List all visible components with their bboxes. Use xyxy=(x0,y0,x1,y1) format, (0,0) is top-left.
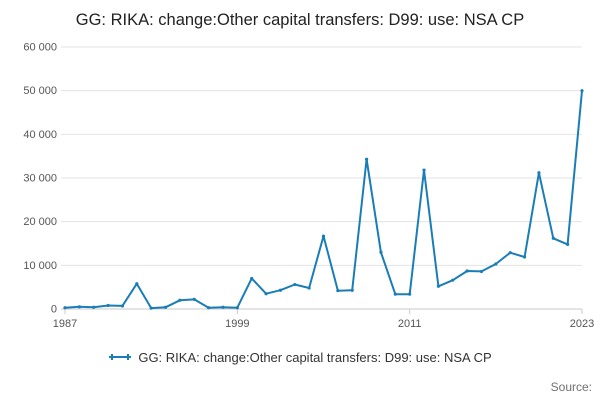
data-point xyxy=(364,157,369,161)
x-tick-label: 1999 xyxy=(225,318,249,330)
data-point xyxy=(379,250,383,254)
data-point xyxy=(522,255,527,259)
data-point xyxy=(408,292,412,296)
data-point xyxy=(221,305,225,309)
data-point xyxy=(250,276,254,280)
data-point xyxy=(92,305,96,309)
data-point xyxy=(479,269,484,273)
y-tick-label: 0 xyxy=(51,303,57,315)
data-point xyxy=(566,242,570,246)
data-point xyxy=(278,288,283,292)
x-tick-label: 2023 xyxy=(570,318,594,330)
plot-area: 0 10 000 20 000 30 000 40 000 50 000 60 000 198… xyxy=(0,33,600,348)
data-point xyxy=(264,291,268,295)
data-point xyxy=(350,288,354,292)
data-point xyxy=(207,305,211,309)
chart-title: GG: RIKA: change:Other capital transfers… xyxy=(75,11,525,29)
x-tick-label: 2011 xyxy=(398,318,422,330)
line-chart: 0 10 000 20 000 30 000 40 000 50 000 60 000 198… xyxy=(23,41,594,330)
data-point xyxy=(551,236,555,240)
x-tick-label: 1987 xyxy=(53,318,77,330)
data-point xyxy=(336,288,340,292)
y-tick-label: 30 000 xyxy=(23,172,57,184)
data-point xyxy=(163,305,168,309)
data-point xyxy=(149,306,153,310)
data-point xyxy=(178,298,182,302)
source-label: Source: xyxy=(550,380,592,394)
y-tick-label: 50 000 xyxy=(23,85,57,97)
data-point xyxy=(77,304,81,309)
data-point xyxy=(580,88,584,92)
data-point xyxy=(436,284,440,288)
y-tick-label: 10 000 xyxy=(23,259,57,271)
data-point xyxy=(192,297,196,301)
y-tick-label: 40 000 xyxy=(23,128,57,140)
legend-item[interactable]: GG: RIKA: change:Other capital transfers… xyxy=(0,350,600,365)
data-point xyxy=(537,170,541,174)
data-point xyxy=(494,262,498,266)
data-point xyxy=(393,292,397,296)
legend-line-icon xyxy=(108,352,132,362)
data-series-line xyxy=(64,89,583,309)
data-point xyxy=(63,305,67,309)
data-point xyxy=(422,168,426,172)
y-tick-label: 60 000 xyxy=(23,41,57,53)
data-point xyxy=(235,305,239,309)
legend-label: GG: RIKA: change:Other capital transfers… xyxy=(138,349,492,365)
data-point xyxy=(293,282,297,286)
data-point xyxy=(106,303,110,307)
data-point xyxy=(135,281,139,285)
data-point xyxy=(307,286,311,290)
data-point xyxy=(120,303,125,308)
y-tick-label: 20 000 xyxy=(23,216,57,228)
data-point xyxy=(465,269,469,273)
data-point xyxy=(508,250,512,254)
data-point xyxy=(451,278,455,282)
data-point xyxy=(321,234,326,238)
